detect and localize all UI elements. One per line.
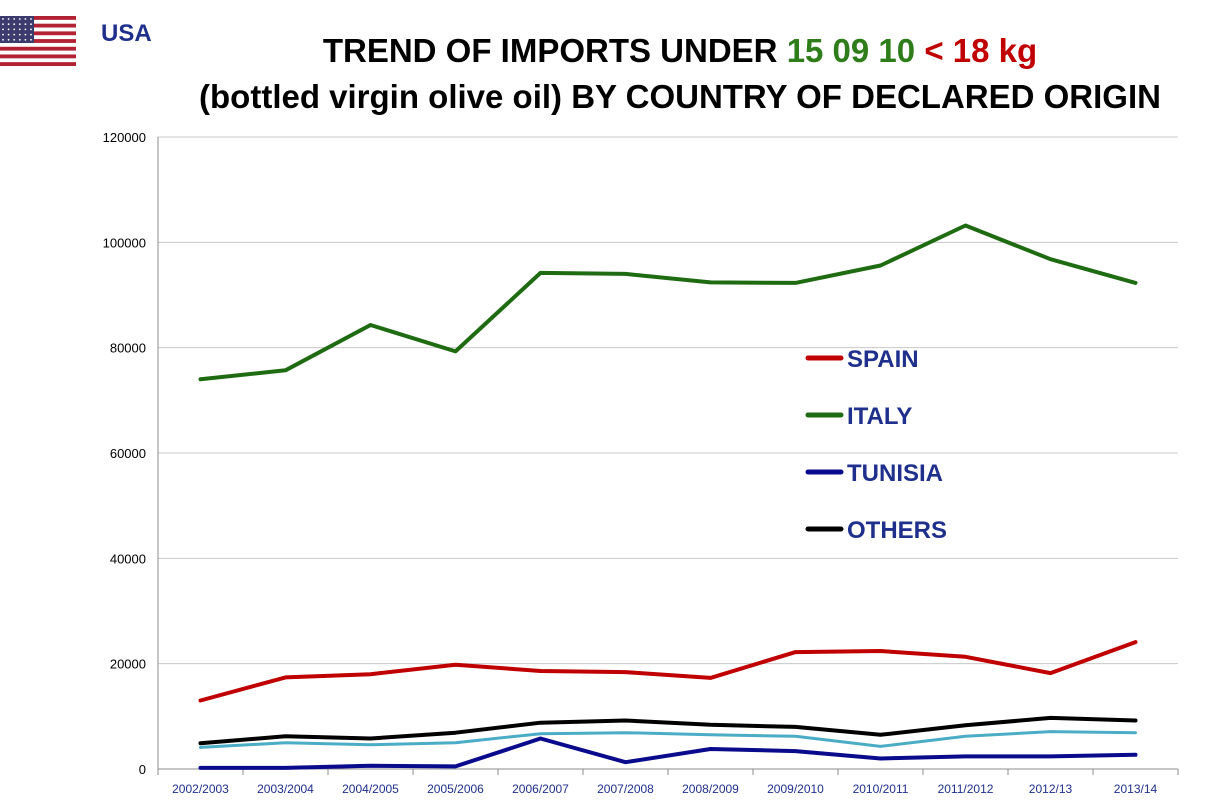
legend-label-others: OTHERS	[847, 517, 947, 544]
legend-label-spain: SPAIN	[847, 346, 919, 373]
series-line-others	[198, 715, 1138, 746]
x-tick-label: 2009/2010	[767, 782, 824, 796]
title-line-1: TREND OF IMPORTS UNDER 15 09 10 < 18 kg	[140, 28, 1209, 74]
y-tick-label: 80000	[110, 341, 146, 356]
country-label: USA	[101, 20, 152, 47]
x-tick-label: 2012/13	[1029, 782, 1073, 796]
legend-label-tunisia: TUNISIA	[847, 460, 943, 487]
y-tick-labels: 0 20000 40000 60000 80000 100000 120000	[103, 130, 146, 777]
title-line-2: (bottled virgin olive oil) BY COUNTRY OF…	[199, 78, 1161, 115]
y-tick-label: 40000	[110, 551, 146, 566]
chart-title: TREND OF IMPORTS UNDER 15 09 10 < 18 kg …	[140, 28, 1209, 120]
title-weight: < 18 kg	[915, 32, 1038, 69]
x-tick-label: 2007/2008	[597, 782, 654, 796]
x-tick-label: 2013/14	[1114, 782, 1158, 796]
y-tick-label: 60000	[110, 446, 146, 461]
y-tick-label: 20000	[110, 657, 146, 672]
x-tick-label: 2006/2007	[512, 782, 569, 796]
y-tick-label: 0	[139, 762, 146, 777]
grid-lines	[158, 136, 1178, 665]
usa-flag-icon	[0, 16, 76, 66]
y-tick-label: 100000	[103, 235, 146, 250]
y-tick-label: 120000	[103, 130, 146, 145]
x-tick-label: 2010/2011	[853, 782, 909, 796]
title-hs-code: 15 09 10	[786, 32, 916, 69]
axes	[157, 137, 1179, 775]
series-line-tunisia	[198, 736, 1138, 770]
x-tick-label: 2005/2006	[427, 782, 484, 796]
x-tick-label: 2008/2009	[682, 782, 739, 796]
legend: SPAIN ITALY TUNISIA OTHERS	[805, 346, 947, 544]
legend-label-italy: ITALY	[847, 403, 912, 430]
x-tick-labels: 2002/2003 2003/2004 2004/2005 2005/2006 2006…	[172, 782, 1157, 796]
x-tick-label: 2003/2004	[257, 782, 314, 796]
x-tick-label: 2004/2005	[342, 782, 399, 796]
series-lines	[198, 223, 1138, 770]
series-line-unlabeled	[199, 730, 1137, 749]
series-line-spain	[198, 640, 1138, 703]
series-line-italy	[198, 223, 1138, 382]
title-text: TREND OF IMPORTS UNDER	[322, 32, 787, 69]
x-tick-label: 2011/2012	[938, 782, 994, 796]
x-tick-label: 2002/2003	[172, 782, 229, 796]
